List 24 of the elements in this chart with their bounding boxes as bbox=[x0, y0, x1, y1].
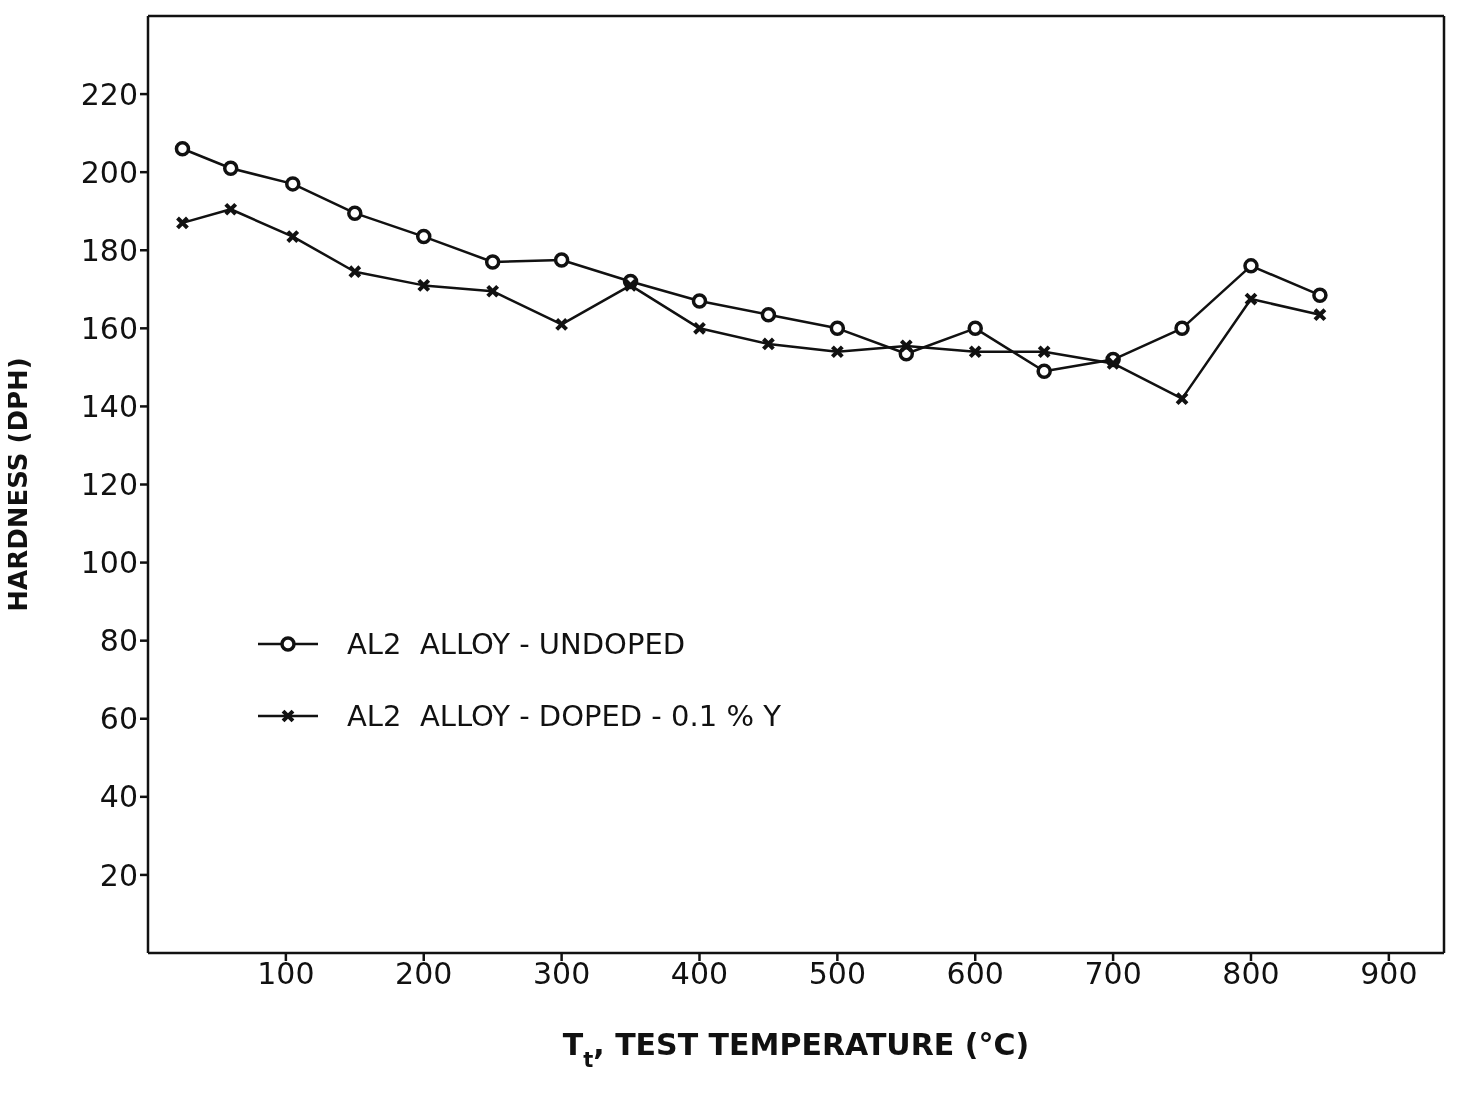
x-tick-label: 800 bbox=[1222, 956, 1280, 992]
y-tick-label: 220 bbox=[80, 76, 138, 112]
y-tick-label: 200 bbox=[80, 154, 138, 190]
y-tick-label: 120 bbox=[80, 467, 138, 503]
y-tick-label: 80 bbox=[99, 623, 138, 659]
y-tick-label: 160 bbox=[80, 310, 138, 346]
y-tick-label: 40 bbox=[99, 779, 138, 815]
x-tick-label: 200 bbox=[395, 956, 453, 992]
x-tick-label: 300 bbox=[532, 956, 591, 992]
x-tick-label: 100 bbox=[257, 956, 315, 992]
y-tick-label: 100 bbox=[80, 545, 138, 581]
y-axis-title: HARDNESS (DPH) bbox=[3, 357, 34, 612]
x-tick-label: 400 bbox=[670, 956, 729, 992]
y-tick-label: 140 bbox=[80, 389, 138, 425]
x-axis-title: T$_{t}$, TEST TEMPERATURE (°C) bbox=[562, 1027, 1030, 1072]
x-tick-label: 600 bbox=[946, 956, 1004, 992]
y-tick-label: 60 bbox=[99, 701, 138, 737]
y-tick-label: 20 bbox=[99, 857, 138, 893]
legend-label: AL2 ALLOY - DOPED - 0.1 % Y bbox=[347, 699, 781, 733]
y-tick-label: 180 bbox=[80, 232, 138, 268]
x-tick-label: 500 bbox=[808, 956, 866, 992]
x-tick-label: 700 bbox=[1084, 956, 1142, 992]
x-tick-label: 900 bbox=[1360, 956, 1418, 992]
legend-label: AL2 ALLOY - UNDOPED bbox=[347, 627, 686, 661]
